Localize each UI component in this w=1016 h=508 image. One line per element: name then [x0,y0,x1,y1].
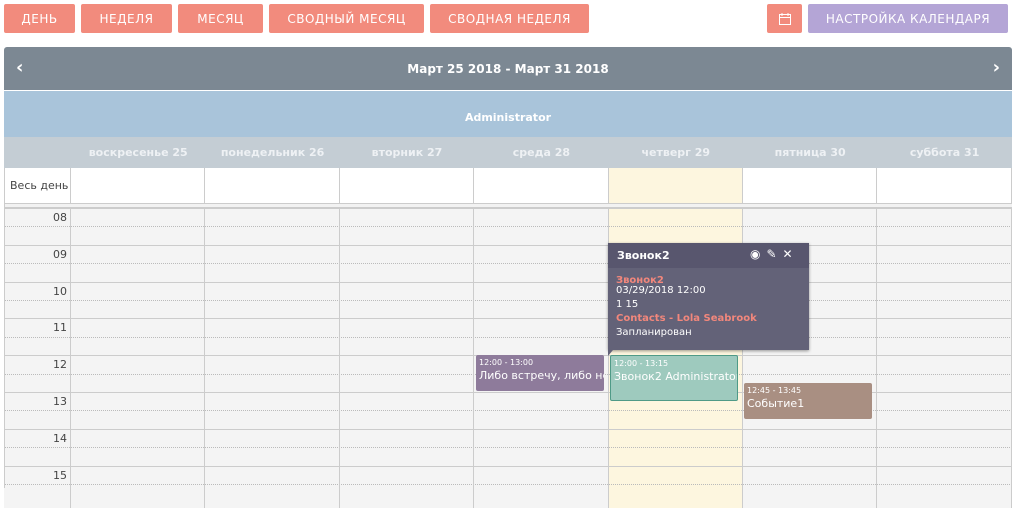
day-label: вторник 27 [371,146,443,159]
day-label: понедельник 26 [220,146,325,159]
popup-duration: 1 15 [616,299,639,310]
popup-datetime: 03/29/2018 12:00 [616,285,706,296]
event-popup: Звонок2 ◉✎✕ Звонок2 03/29/2018 12:00 1 15 Con… [608,243,809,356]
half-hour-line [4,226,1012,228]
all-day-label: Весь день [4,168,71,204]
all-day-cell [205,168,340,204]
all-day-cell [877,168,1012,204]
next-arrow[interactable]: › [992,57,1000,78]
view-button[interactable]: СВОДНЫЙ МЕСЯЦ [269,4,424,33]
half-hour-line [4,263,1012,265]
hour-label: 13 [53,395,67,408]
column-line [4,168,5,488]
event-title: Либо встречу, либо не [479,369,604,382]
hour-line [4,428,1012,430]
event-time: 12:00 - 13:00 [479,358,534,367]
popup-name: Звонок2 [616,275,664,286]
page: ДЕНЬ НЕДЕЛЯ МЕСЯЦ СВОДНЫЙ МЕСЯЦ СВОДНАЯ НЕДЕ… [4,4,1012,508]
day-header-row [4,137,1012,168]
half-hour-line [4,300,1012,301]
column-line [1010,208,1012,508]
event[interactable]: 12:00 - 13:00 Либо встречу, либо не [476,355,604,391]
column-line [338,208,340,508]
settings-button[interactable]: НАСТРОЙКА КАЛЕНДАРЯ [808,4,1008,33]
all-day-cell [474,168,609,204]
hour-label: 14 [53,431,67,445]
day-label: пятница 30 [774,146,846,159]
calendar-icon-button[interactable] [767,4,802,33]
event-title: Звонок2 Administrator [614,370,738,383]
all-day-cell [339,168,475,204]
day-label: воскресенье 25 [88,146,188,159]
event-title: Событие1 [747,397,805,410]
hour-label: 12 [53,358,67,372]
hour-line [4,281,1012,283]
user-row: Administrator [4,91,1012,137]
view-button[interactable]: СВОДНАЯ НЕДЕЛЯ [430,4,589,33]
half-hour-line [4,410,1012,412]
half-hour-line [4,336,1012,338]
event[interactable]: 12:00 - 13:15 Звонок2 Administrator [610,355,738,401]
hour-line [4,392,1012,393]
all-day-cell [71,168,206,204]
view-button[interactable]: ДЕНЬ [4,4,75,33]
week-title: Март 25 2018 - Март 31 2018 [407,62,609,76]
popup-status: Запланирован [616,327,692,338]
hour-label: 08 [53,211,67,224]
hour-label: 10 [53,284,67,298]
all-day-cell [608,168,743,204]
popup-header: Звонок2 ◉✎✕ [608,243,809,268]
column-line [473,208,475,508]
week-header: ‹ › Март 25 2018 - Март 31 2018 [4,47,1012,90]
all-day-cell [743,168,878,204]
event[interactable]: 12:45 - 13:45 Событие1 [744,383,872,419]
hour-label: 09 [53,247,67,261]
hour-line [4,208,1012,209]
day-label: среда 28 [512,146,571,159]
hour-line [4,465,1012,467]
popup-title: Звонок2 [617,249,670,262]
calendar-icon [778,12,791,25]
hour-line [4,318,1012,320]
column-line [204,208,206,508]
column-line [742,208,743,508]
divider [4,204,1012,208]
hour-label: 15 [53,468,67,482]
hour-label: 11 [53,321,67,335]
half-hour-line [4,447,1012,449]
column-line [70,208,71,508]
popup-icons[interactable]: ◉✎✕ [750,247,799,261]
popup-related: Contacts - Lola Seabrook [616,313,757,324]
popup-pointer [608,350,613,356]
view-button[interactable]: МЕСЯЦ [178,4,263,33]
day-label: суббота 31 [909,146,980,159]
event-time: 12:45 - 13:45 [747,386,802,395]
prev-arrow[interactable]: ‹ [16,57,24,78]
day-label: четверг 29 [641,146,711,159]
view-button[interactable]: НЕДЕЛЯ [81,4,172,33]
half-hour-line [4,484,1012,485]
hour-line [4,244,1012,246]
column-line [876,208,878,508]
event-time: 12:00 - 13:15 [614,359,669,368]
column-line [607,208,609,508]
